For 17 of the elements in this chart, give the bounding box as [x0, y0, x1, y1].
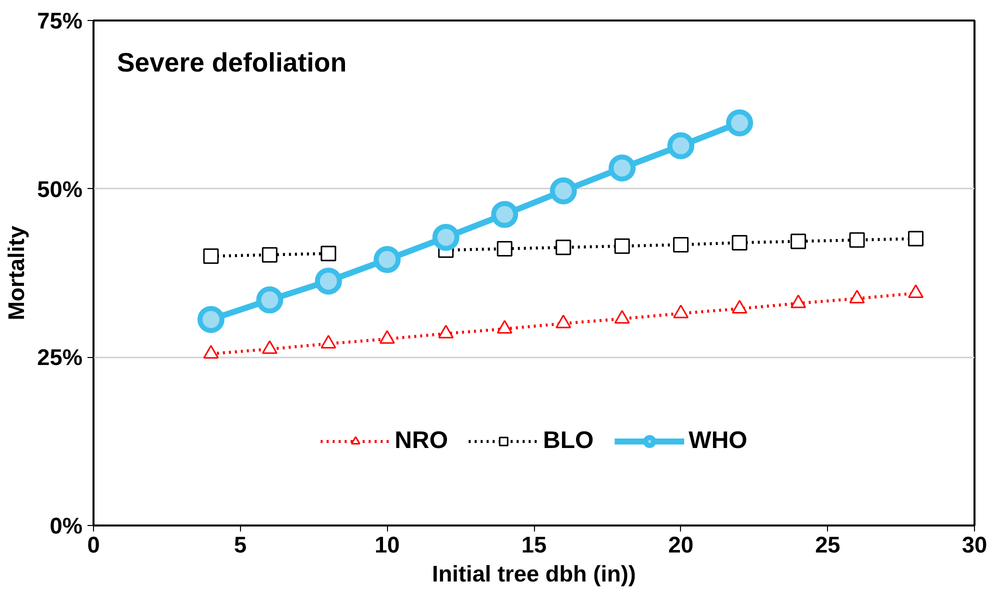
legend-label: BLO [543, 427, 594, 455]
y-tick-label: 0% [50, 512, 83, 538]
legend-label: NRO [394, 427, 448, 455]
x-tick-label: 10 [374, 532, 400, 558]
legend-label: WHO [688, 427, 748, 455]
x-tick-label: 5 [234, 532, 247, 558]
x-tick-label: 20 [668, 532, 694, 558]
y-axis-title: Mortality [3, 225, 30, 320]
x-tick-label: 0 [87, 532, 100, 558]
y-tick-label: 50% [37, 176, 83, 202]
text: Severe defoliation [116, 47, 347, 78]
y-tick-label: 25% [37, 344, 83, 370]
x-tick-label: 15 [521, 532, 547, 558]
x-tick-label: 30 [962, 532, 988, 558]
y-tick-label: 75% [37, 8, 83, 34]
x-axis-title: Initial tree dbh (in)) [432, 560, 636, 586]
x-tick-label: 25 [815, 532, 840, 558]
